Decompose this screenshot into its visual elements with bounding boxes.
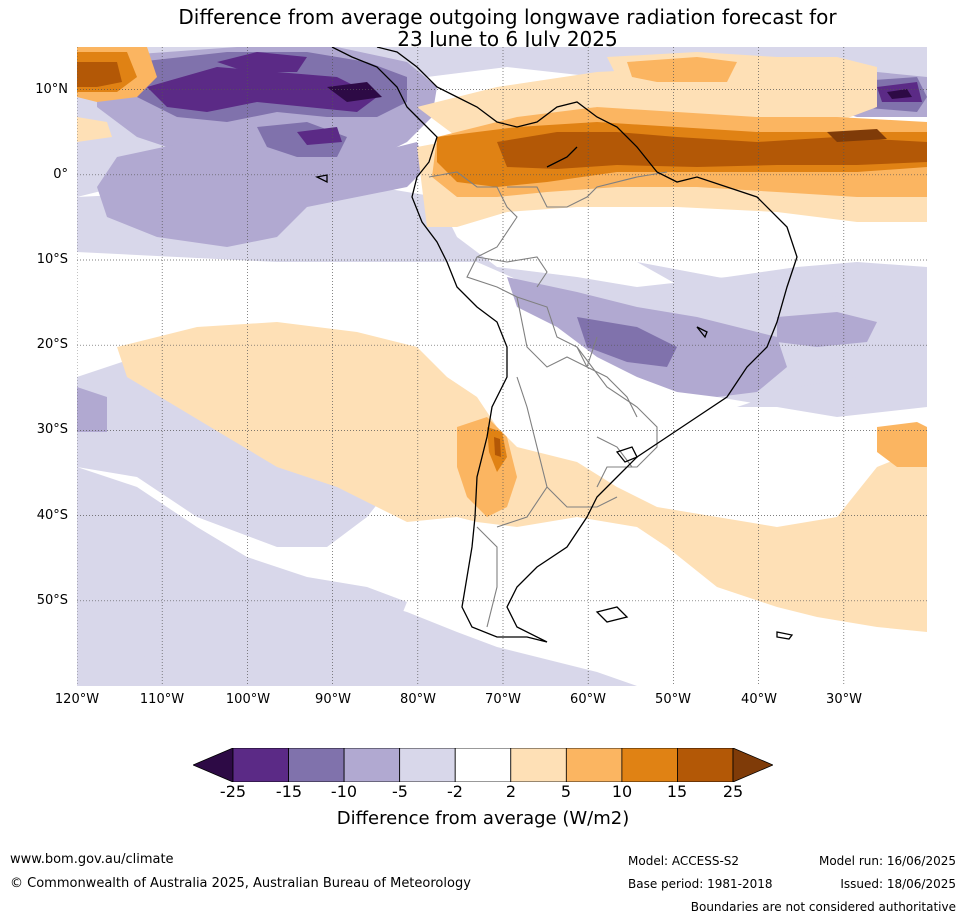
lat-label-50s: 50°S (36, 593, 68, 608)
lon-label-90w: 90°W (315, 692, 351, 707)
coastlines (315, 47, 798, 643)
lat-label-10n: 10°N (35, 82, 68, 97)
lon-label-120w: 120°W (54, 692, 100, 707)
lat-label-30s: 30°S (36, 422, 68, 437)
colorbar-segment (510, 748, 567, 782)
anomaly-shading-extreme-orange (827, 129, 887, 142)
model-run-date: Model run: 16/06/2025 (818, 854, 956, 868)
colorbar-segment (232, 748, 289, 782)
lon-label-80w: 80°W (400, 692, 436, 707)
colorbar-segment (399, 748, 456, 782)
colorbar-segment (343, 748, 401, 782)
lon-label-60w: 60°W (570, 692, 606, 707)
colorbar-tick: 2 (505, 782, 517, 801)
map-title-line1: Difference from average outgoing longwav… (178, 5, 837, 29)
lon-label-70w: 70°W (485, 692, 521, 707)
colorbar-tick: 15 (666, 782, 688, 801)
colorbar-extend-low (193, 748, 234, 782)
colorbar-segment (565, 748, 623, 782)
lon-label-110w: 110°W (139, 692, 185, 707)
colorbar-tick: 10 (611, 782, 633, 801)
colorbar-tick: 25 (722, 782, 744, 801)
colorbar-segment (621, 748, 678, 782)
copyright-text: © Commonwealth of Australia 2025, Austra… (10, 876, 471, 891)
website-link[interactable]: www.bom.gov.au/climate (10, 852, 174, 867)
lat-label-0: 0° (53, 167, 68, 182)
lon-label-50w: 50°W (655, 692, 691, 707)
lon-label-30w: 30°W (826, 692, 862, 707)
anomaly-shading-extreme-purple (327, 82, 912, 102)
graticule (77, 47, 927, 686)
anomaly-shading-deep-orange (77, 62, 927, 457)
colorbar-segment (677, 748, 734, 782)
colorbar-segment (288, 748, 345, 782)
map-canvas (77, 47, 927, 686)
lat-label-10s: 10°S (36, 252, 68, 267)
lon-label-100w: 100°W (225, 692, 271, 707)
lat-label-40s: 40°S (36, 508, 68, 523)
colorbar-label: Difference from average (W/m2) (336, 808, 630, 829)
colorbar-segment (454, 748, 512, 782)
lat-label-20s: 20°S (36, 337, 68, 352)
colorbar-tick: -10 (330, 782, 358, 801)
colorbar (193, 748, 773, 782)
base-period: Base period: 1981-2018 (628, 877, 773, 891)
colorbar-tick: -15 (275, 782, 303, 801)
country-boundaries (428, 171, 668, 628)
colorbar-tick: -5 (392, 782, 408, 801)
issued-date: Issued: 18/06/2025 (840, 877, 956, 891)
model-name: Model: ACCESS-S2 (628, 854, 740, 868)
olr-anomaly-map (77, 47, 927, 686)
colorbar-tick: 5 (560, 782, 572, 801)
colorbar-extend-high (732, 748, 773, 782)
lon-label-40w: 40°W (741, 692, 777, 707)
boundaries-disclaimer: Boundaries are not considered authoritat… (690, 900, 956, 914)
colorbar-tick: -2 (447, 782, 463, 801)
colorbar-tick: -25 (219, 782, 247, 801)
